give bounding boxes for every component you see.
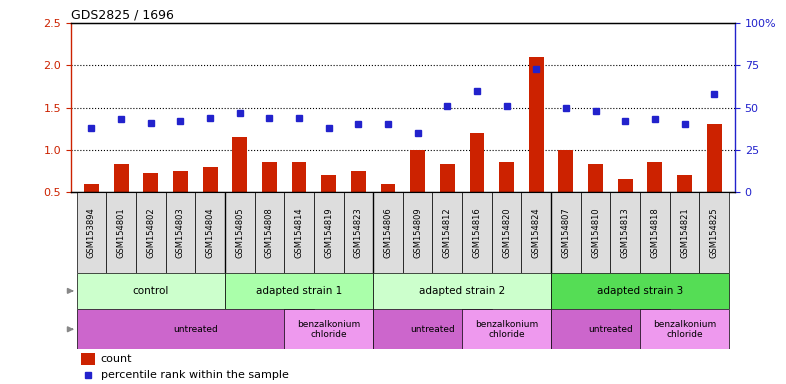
Bar (373, 309, 492, 349)
Text: GSM154804: GSM154804 (206, 207, 215, 258)
Text: GSM154813: GSM154813 (621, 207, 630, 258)
Bar (648, 162, 663, 234)
Bar (559, 150, 573, 234)
Bar (611, 192, 640, 273)
Bar (670, 192, 700, 273)
Bar (640, 309, 729, 349)
Text: GSM154816: GSM154816 (472, 207, 482, 258)
Bar (285, 309, 373, 349)
Text: benzalkonium
chloride: benzalkonium chloride (653, 319, 716, 339)
Bar (225, 192, 255, 273)
Text: GSM154803: GSM154803 (176, 207, 185, 258)
Bar (551, 192, 581, 273)
Bar (143, 172, 158, 234)
Text: control: control (133, 286, 169, 296)
Bar (292, 162, 307, 234)
Bar (403, 192, 432, 273)
Bar (351, 171, 365, 234)
Text: GSM153894: GSM153894 (87, 207, 96, 258)
Bar (77, 309, 314, 349)
Bar (373, 192, 403, 273)
Bar (618, 179, 633, 234)
Text: GSM154808: GSM154808 (265, 207, 274, 258)
Bar (114, 164, 129, 234)
Bar (173, 171, 188, 234)
Text: untreated: untreated (410, 325, 455, 334)
Text: count: count (101, 354, 132, 364)
Text: GSM154812: GSM154812 (443, 207, 452, 258)
Bar (166, 192, 195, 273)
Text: benzalkonium
chloride: benzalkonium chloride (297, 319, 360, 339)
Bar (233, 137, 247, 234)
Text: GSM154801: GSM154801 (116, 207, 126, 258)
Text: GSM154821: GSM154821 (680, 207, 689, 258)
Bar (492, 192, 521, 273)
Bar (462, 309, 551, 349)
Bar (195, 192, 225, 273)
Bar (314, 192, 343, 273)
Text: adapted strain 1: adapted strain 1 (256, 286, 342, 296)
Text: strain: strain (0, 383, 1, 384)
Bar (640, 192, 670, 273)
Text: GSM154809: GSM154809 (413, 207, 422, 258)
Text: GSM154818: GSM154818 (650, 207, 659, 258)
Text: percentile rank within the sample: percentile rank within the sample (101, 370, 288, 380)
Bar (432, 192, 462, 273)
Bar (285, 192, 314, 273)
Bar (469, 133, 484, 234)
Bar (551, 309, 670, 349)
Text: GSM154820: GSM154820 (502, 207, 511, 258)
Bar (321, 175, 336, 234)
Bar (521, 192, 551, 273)
Text: GSM154805: GSM154805 (235, 207, 244, 258)
Text: GSM154806: GSM154806 (384, 207, 392, 258)
Bar (529, 57, 544, 234)
Text: benzalkonium
chloride: benzalkonium chloride (475, 319, 538, 339)
Text: GSM154819: GSM154819 (324, 207, 333, 258)
Bar (225, 273, 373, 309)
Bar (84, 184, 99, 234)
Text: GDS2825 / 1696: GDS2825 / 1696 (71, 9, 174, 22)
Bar (581, 192, 611, 273)
Bar (588, 164, 603, 234)
Text: GSM154814: GSM154814 (295, 207, 303, 258)
Bar (440, 164, 455, 234)
Bar (551, 273, 729, 309)
Bar (255, 192, 285, 273)
Text: GSM154823: GSM154823 (354, 207, 363, 258)
Bar (343, 192, 373, 273)
Bar (203, 167, 218, 234)
Bar (677, 175, 692, 234)
Bar (136, 192, 166, 273)
Bar (499, 162, 514, 234)
Text: GSM154802: GSM154802 (146, 207, 156, 258)
Text: GSM154824: GSM154824 (532, 207, 541, 258)
Text: adapted strain 2: adapted strain 2 (419, 286, 505, 296)
Text: GSM154825: GSM154825 (710, 207, 718, 258)
Bar (77, 192, 106, 273)
Text: untreated: untreated (588, 325, 633, 334)
Text: GSM154810: GSM154810 (591, 207, 600, 258)
Bar (106, 192, 136, 273)
Bar (462, 192, 492, 273)
Bar (700, 192, 729, 273)
Text: GSM154807: GSM154807 (561, 207, 571, 258)
Bar (77, 273, 225, 309)
Bar (380, 184, 395, 234)
Bar (373, 273, 551, 309)
Text: adapted strain 3: adapted strain 3 (597, 286, 683, 296)
Bar (707, 124, 722, 234)
Text: untreated: untreated (173, 325, 218, 334)
Bar (410, 150, 425, 234)
Bar (81, 353, 95, 365)
Text: growth protocol: growth protocol (0, 383, 1, 384)
Bar (262, 162, 277, 234)
